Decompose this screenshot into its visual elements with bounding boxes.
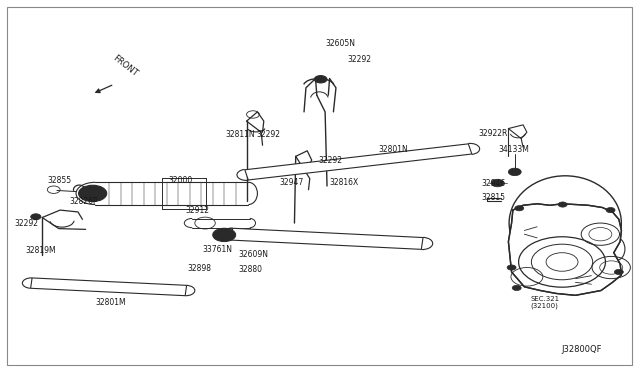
Text: 32816X: 32816X <box>330 178 359 187</box>
Circle shape <box>606 208 615 213</box>
Circle shape <box>218 232 230 238</box>
Text: 32811N: 32811N <box>225 130 255 140</box>
Text: 33761N: 33761N <box>202 245 232 254</box>
Text: SEC.321
(32100): SEC.321 (32100) <box>531 296 560 310</box>
Circle shape <box>212 228 236 241</box>
Circle shape <box>84 189 101 198</box>
Text: 34133M: 34133M <box>499 145 530 154</box>
Text: 32880: 32880 <box>238 265 262 274</box>
Text: 32605N: 32605N <box>325 39 355 48</box>
Text: 32000: 32000 <box>168 176 192 185</box>
Text: 32292: 32292 <box>319 155 343 164</box>
Text: 32922R: 32922R <box>478 129 508 138</box>
Text: 32801N: 32801N <box>379 145 408 154</box>
Text: 32801M: 32801M <box>95 298 126 307</box>
Polygon shape <box>231 228 423 249</box>
Circle shape <box>558 202 567 207</box>
Text: 32292: 32292 <box>348 55 371 64</box>
Text: 32815: 32815 <box>481 193 506 202</box>
Polygon shape <box>31 278 187 296</box>
Text: 32826P: 32826P <box>70 197 99 206</box>
Polygon shape <box>508 204 621 295</box>
Circle shape <box>507 265 516 270</box>
Circle shape <box>79 185 107 202</box>
Text: 32947: 32947 <box>280 178 304 187</box>
Text: 32609N: 32609N <box>238 250 268 259</box>
Text: 32292: 32292 <box>15 219 39 228</box>
Circle shape <box>508 168 521 176</box>
Circle shape <box>614 269 623 275</box>
Text: 32819M: 32819M <box>25 246 56 255</box>
Text: 32946: 32946 <box>481 179 506 188</box>
Circle shape <box>31 214 41 220</box>
Text: 32898: 32898 <box>187 264 211 273</box>
Polygon shape <box>245 144 472 180</box>
Circle shape <box>515 206 524 211</box>
Text: J32800QF: J32800QF <box>561 345 602 354</box>
Text: 32855: 32855 <box>47 176 72 185</box>
Text: 32292: 32292 <box>256 130 280 140</box>
Text: FRONT: FRONT <box>111 54 139 78</box>
Circle shape <box>314 76 327 83</box>
Circle shape <box>512 285 521 291</box>
Circle shape <box>491 179 504 187</box>
Text: 32912: 32912 <box>186 206 210 215</box>
